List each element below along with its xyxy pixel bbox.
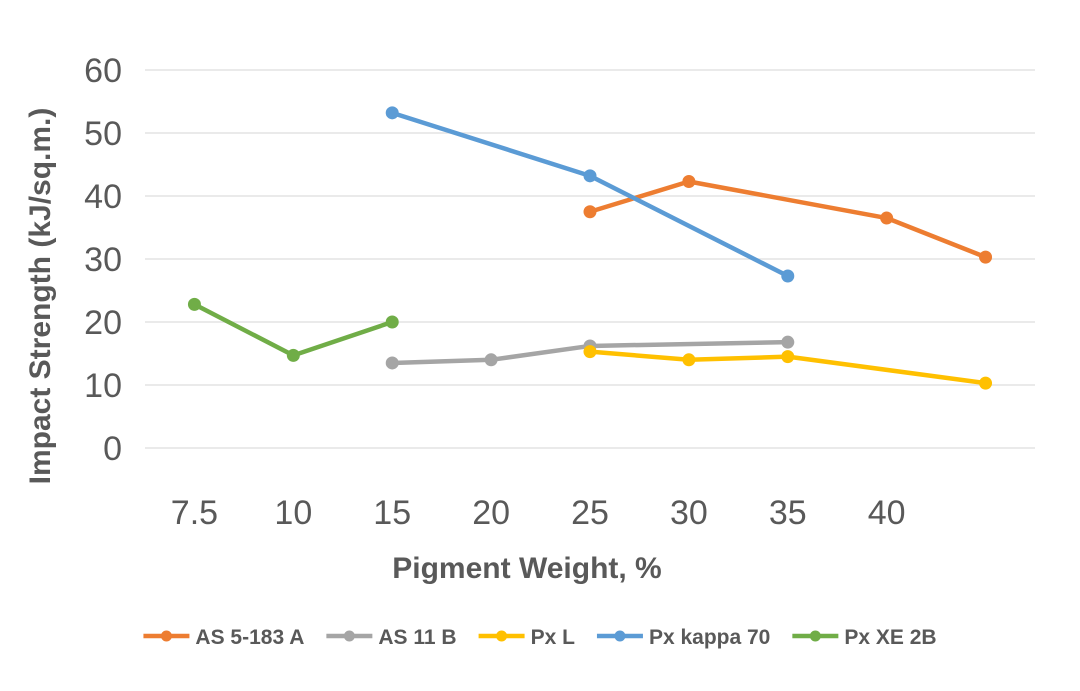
y-tick-label: 20 <box>84 304 122 342</box>
series-line <box>587 179 988 260</box>
series-line <box>389 110 791 279</box>
y-axis-ticks: 0 10 20 30 40 50 60 <box>84 52 122 468</box>
legend-item: Px kappa 70 <box>596 626 770 649</box>
y-tick-label: 0 <box>103 430 122 468</box>
legend-item: Px XE 2B <box>792 626 937 649</box>
data-point <box>979 376 993 390</box>
data-point <box>781 269 795 283</box>
x-tick-label: 7.5 <box>171 494 218 532</box>
series-line <box>389 339 791 366</box>
legend-marker <box>496 630 508 642</box>
y-axis-title: Impact Strength (kJ/sq.m.) <box>24 108 57 485</box>
series-3 <box>385 106 795 283</box>
gridlines <box>145 69 1035 449</box>
series-4 <box>187 297 399 362</box>
x-tick-label: 15 <box>373 494 411 532</box>
data-point <box>781 335 795 349</box>
data-point <box>682 175 696 189</box>
data-point <box>286 348 300 362</box>
legend-item: Px L <box>478 626 576 649</box>
data-point <box>979 250 993 264</box>
x-tick-label: 20 <box>472 494 510 532</box>
series-line <box>587 349 988 386</box>
data-point <box>484 353 498 367</box>
legend-marker <box>343 630 355 642</box>
x-tick-label: 10 <box>274 494 312 532</box>
legend-label: Px kappa 70 <box>649 626 770 649</box>
data-point <box>880 211 894 225</box>
x-axis-title: Pigment Weight, % <box>392 552 661 585</box>
legend-marker <box>614 630 626 642</box>
legend: AS 5-183 A AS 11 B Px L Px kappa 70 Px XE 2B <box>143 626 937 649</box>
legend-label: Px XE 2B <box>844 626 936 649</box>
legend-item: AS 11 B <box>326 626 457 649</box>
y-tick-label: 30 <box>84 241 122 279</box>
series-line <box>192 302 395 358</box>
y-tick-label: 60 <box>84 52 122 90</box>
legend-label: AS 5-183 A <box>195 626 304 649</box>
x-tick-label: 30 <box>670 494 708 532</box>
legend-item: AS 5-183 A <box>143 626 304 649</box>
data-point <box>385 106 399 120</box>
legend-marker <box>160 630 172 642</box>
y-tick-label: 10 <box>84 367 122 405</box>
x-tick-label: 40 <box>868 494 906 532</box>
data-point <box>583 205 597 219</box>
data-point <box>583 345 597 359</box>
legend-label: AS 11 B <box>378 626 456 649</box>
data-point <box>187 297 201 311</box>
y-tick-label: 40 <box>84 178 122 216</box>
series-2 <box>583 345 993 390</box>
x-axis-ticks: 7.5 10 15 20 25 30 35 40 <box>171 494 906 532</box>
data-point <box>781 350 795 364</box>
data-point <box>583 169 597 183</box>
x-tick-label: 35 <box>769 494 807 532</box>
data-point <box>385 356 399 370</box>
data-point <box>682 353 696 367</box>
series-lines <box>187 106 993 390</box>
x-tick-label: 25 <box>571 494 609 532</box>
legend-marker <box>809 630 821 642</box>
y-tick-label: 50 <box>84 115 122 153</box>
data-point <box>385 315 399 329</box>
legend-label: Px L <box>531 626 576 649</box>
series-0 <box>583 175 993 264</box>
